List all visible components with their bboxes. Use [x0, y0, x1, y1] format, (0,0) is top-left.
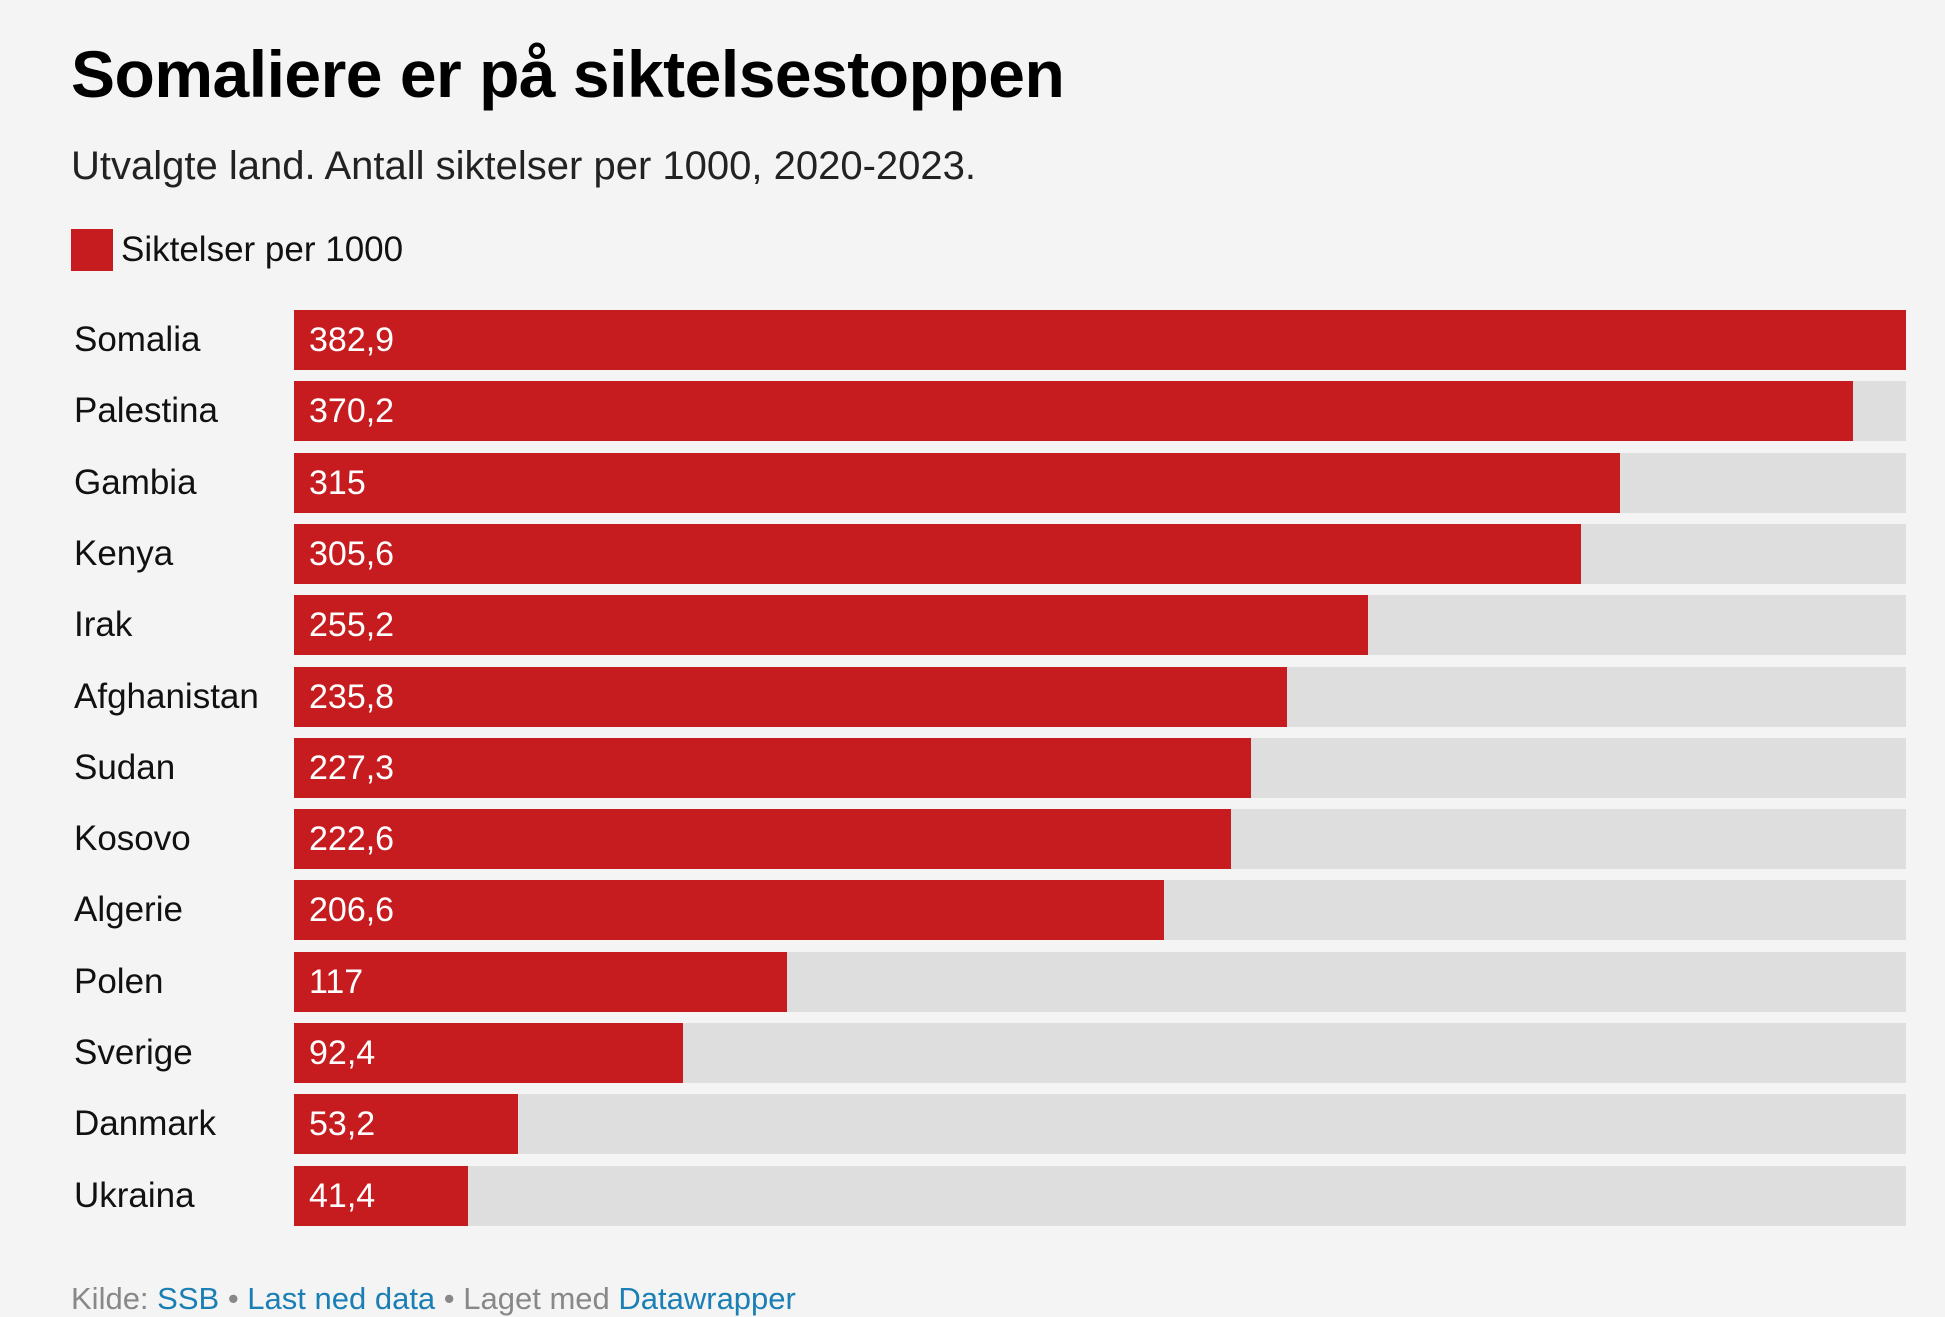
legend-swatch: [71, 229, 113, 271]
bar-track: 117: [294, 952, 1906, 1012]
bar-track: 382,9: [294, 310, 1906, 370]
bar-track: 53,2: [294, 1094, 1906, 1154]
bar-value-label: 315: [309, 464, 366, 502]
bar: [294, 310, 1906, 370]
bar-row: Palestina 370,2: [71, 381, 1907, 441]
category-label: Palestina: [74, 391, 218, 430]
bar-track: 255,2: [294, 595, 1906, 655]
bar-track: 315: [294, 453, 1906, 513]
bar-track: 227,3: [294, 738, 1906, 798]
bar-row: Ukraina 41,4: [71, 1166, 1907, 1226]
category-label: Sverige: [74, 1033, 193, 1072]
bar-track: 235,8: [294, 667, 1906, 727]
category-label: Sudan: [74, 748, 176, 787]
bar: [294, 381, 1853, 441]
bar-value-label: 117: [309, 963, 364, 1001]
bar: [294, 453, 1620, 513]
chart-footer: Kilde: SSB • Last ned data • Laget med D…: [71, 1281, 796, 1317]
category-label: Danmark: [74, 1104, 216, 1143]
bar-track: 370,2: [294, 381, 1906, 441]
footer-separator: • Laget med: [435, 1281, 619, 1316]
bar-track: 41,4: [294, 1166, 1906, 1226]
bar: [294, 738, 1251, 798]
bar-row: Gambia 315: [71, 453, 1907, 513]
category-label: Irak: [74, 605, 133, 644]
bar-value-label: 235,8: [309, 678, 395, 716]
bar: [294, 1166, 468, 1226]
bar: [294, 952, 787, 1012]
category-label: Algerie: [74, 890, 183, 929]
datawrapper-link[interactable]: Datawrapper: [618, 1281, 796, 1316]
bar-track: 206,6: [294, 880, 1906, 940]
bar-row: Danmark 53,2: [71, 1094, 1907, 1154]
bar-track: 92,4: [294, 1023, 1906, 1083]
bar-value-label: 255,2: [309, 606, 395, 644]
chart-container: Somaliere er på siktelsestoppen Utvalgte…: [71, 0, 1907, 1316]
bar-row: Irak 255,2: [71, 595, 1907, 655]
category-label: Afghanistan: [74, 677, 259, 716]
bar: [294, 595, 1368, 655]
download-data-link[interactable]: Last ned data: [247, 1281, 436, 1316]
footer-separator: •: [219, 1281, 248, 1316]
bar-value-label: 53,2: [309, 1105, 376, 1143]
bar-row: Algerie 206,6: [71, 880, 1907, 940]
bar-value-label: 206,6: [309, 891, 395, 929]
category-label: Gambia: [74, 463, 197, 502]
bar-value-label: 227,3: [309, 749, 395, 787]
bar-row: Sverige 92,4: [71, 1023, 1907, 1083]
bar: [294, 1023, 683, 1083]
bar-row: Somalia 382,9: [71, 310, 1907, 370]
source-prefix: Kilde:: [71, 1281, 158, 1316]
legend-label: Siktelser per 1000: [121, 230, 404, 269]
bar-row: Kosovo 222,6: [71, 809, 1907, 869]
bar-row: Afghanistan 235,8: [71, 667, 1907, 727]
bar-track: 222,6: [294, 809, 1906, 869]
category-label: Polen: [74, 962, 164, 1001]
bar-chart: Somalia 382,9 Palestina 370,2 Gambia 315 Kenya…: [71, 310, 1907, 1235]
chart-title: Somaliere er på siktelsestoppen: [71, 37, 1065, 111]
source-link[interactable]: SSB: [157, 1281, 220, 1316]
bar-value-label: 382,9: [309, 321, 395, 359]
bar-track: 305,6: [294, 524, 1906, 584]
bar-row: Kenya 305,6: [71, 524, 1907, 584]
bar: [294, 524, 1581, 584]
bar-value-label: 222,6: [309, 820, 395, 858]
bar-value-label: 92,4: [309, 1034, 376, 1072]
bar-value-label: 305,6: [309, 535, 395, 573]
category-label: Somalia: [74, 320, 201, 359]
category-label: Kenya: [74, 534, 174, 573]
category-label: Ukraina: [74, 1176, 195, 1215]
bar-value-label: 370,2: [309, 392, 395, 430]
bar-row: Polen 117: [71, 952, 1907, 1012]
chart-subtitle: Utvalgte land. Antall siktelser per 1000…: [71, 144, 977, 188]
bar: [294, 880, 1164, 940]
category-label: Kosovo: [74, 819, 191, 858]
bar-row: Sudan 227,3: [71, 738, 1907, 798]
bar-value-label: 41,4: [309, 1177, 376, 1215]
bar: [294, 809, 1231, 869]
chart-legend: Siktelser per 1000: [71, 229, 403, 271]
bar: [294, 1094, 518, 1154]
bar: [294, 667, 1287, 727]
